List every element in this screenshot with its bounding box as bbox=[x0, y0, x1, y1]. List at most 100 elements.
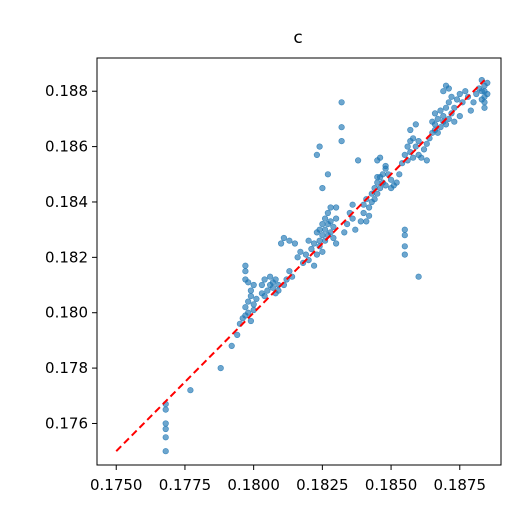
data-point bbox=[377, 154, 384, 161]
data-point bbox=[278, 240, 285, 247]
chart-title: c bbox=[293, 28, 302, 48]
data-point bbox=[245, 298, 252, 305]
data-point bbox=[396, 171, 403, 178]
x-tick-label: 0.1800 bbox=[227, 476, 280, 494]
data-point bbox=[250, 281, 257, 289]
data-point bbox=[431, 110, 439, 117]
data-point bbox=[388, 176, 395, 183]
reference-line bbox=[115, 79, 486, 452]
data-point bbox=[363, 218, 370, 225]
data-point bbox=[333, 215, 340, 222]
data-point bbox=[297, 248, 304, 255]
data-point bbox=[162, 425, 169, 433]
data-point bbox=[382, 162, 389, 170]
y-tick-label: 0.188 bbox=[45, 82, 88, 100]
x-tick-label: 0.1825 bbox=[296, 476, 349, 494]
data-point bbox=[415, 273, 422, 280]
data-point bbox=[333, 204, 340, 211]
data-point bbox=[242, 304, 249, 311]
data-point bbox=[374, 179, 381, 186]
data-point bbox=[484, 90, 491, 98]
data-point bbox=[437, 107, 444, 114]
data-point bbox=[311, 262, 318, 269]
data-point bbox=[440, 112, 447, 120]
data-point bbox=[313, 251, 321, 258]
data-point bbox=[484, 79, 491, 86]
x-axis-ticks: 0.1750 0.1775 0.1800 0.1825 0.1850 0.1875 bbox=[90, 465, 486, 494]
data-point bbox=[404, 143, 411, 150]
data-point bbox=[355, 157, 362, 164]
data-point bbox=[316, 237, 323, 244]
data-point bbox=[349, 215, 356, 222]
data-point bbox=[267, 273, 274, 280]
data-point bbox=[217, 365, 224, 372]
data-point bbox=[162, 420, 169, 427]
data-point bbox=[305, 237, 312, 244]
data-point bbox=[379, 171, 386, 178]
data-point bbox=[366, 212, 373, 219]
data-point bbox=[253, 295, 260, 303]
y-tick-label: 0.178 bbox=[45, 359, 88, 377]
data-point bbox=[324, 209, 332, 217]
data-point bbox=[247, 293, 254, 300]
data-point bbox=[410, 135, 417, 142]
data-point bbox=[302, 251, 310, 258]
data-point bbox=[341, 229, 348, 236]
data-point bbox=[245, 309, 252, 316]
data-point bbox=[462, 88, 469, 95]
data-point bbox=[415, 138, 422, 145]
data-point bbox=[330, 234, 337, 242]
data-point bbox=[333, 240, 340, 247]
data-point bbox=[420, 146, 428, 153]
y-tick-label: 0.184 bbox=[45, 193, 88, 211]
data-point bbox=[319, 185, 326, 192]
data-point bbox=[330, 223, 337, 230]
data-point bbox=[242, 268, 249, 275]
data-point bbox=[234, 331, 241, 339]
plot-area-frame bbox=[96, 57, 502, 466]
y-tick-label: 0.182 bbox=[45, 248, 88, 266]
data-point bbox=[313, 151, 321, 158]
data-point bbox=[344, 221, 351, 228]
data-point bbox=[352, 226, 359, 233]
data-point bbox=[412, 121, 419, 128]
data-point bbox=[374, 190, 381, 197]
data-point bbox=[245, 279, 252, 286]
data-point bbox=[294, 254, 301, 261]
data-point bbox=[481, 99, 488, 106]
data-point bbox=[357, 218, 364, 225]
data-point bbox=[360, 209, 367, 217]
data-point bbox=[407, 126, 414, 134]
data-point bbox=[338, 138, 345, 145]
data-point bbox=[473, 90, 480, 98]
data-point bbox=[319, 248, 326, 255]
data-point bbox=[401, 232, 408, 239]
x-tick-label: 0.1850 bbox=[365, 476, 418, 494]
data-point bbox=[286, 237, 293, 244]
data-points bbox=[162, 76, 491, 455]
data-point bbox=[467, 107, 474, 114]
data-point bbox=[448, 93, 455, 100]
x-tick-label: 0.1875 bbox=[434, 476, 487, 494]
data-point bbox=[264, 287, 271, 294]
data-point bbox=[162, 406, 169, 413]
data-point bbox=[349, 201, 356, 208]
data-point bbox=[371, 196, 378, 203]
data-point bbox=[311, 240, 318, 247]
data-point bbox=[322, 226, 329, 233]
y-tick-label: 0.180 bbox=[45, 304, 88, 322]
y-tick-label: 0.186 bbox=[45, 138, 88, 156]
data-point bbox=[247, 317, 254, 325]
data-point bbox=[401, 151, 408, 158]
data-point bbox=[228, 342, 235, 350]
data-point bbox=[247, 287, 254, 294]
data-point bbox=[440, 88, 447, 95]
data-point bbox=[442, 104, 450, 111]
data-point bbox=[453, 96, 461, 103]
data-point bbox=[451, 118, 458, 125]
data-point bbox=[162, 434, 169, 441]
data-point bbox=[401, 251, 408, 258]
data-point bbox=[377, 185, 384, 192]
data-point bbox=[272, 276, 279, 283]
data-point bbox=[316, 226, 323, 233]
